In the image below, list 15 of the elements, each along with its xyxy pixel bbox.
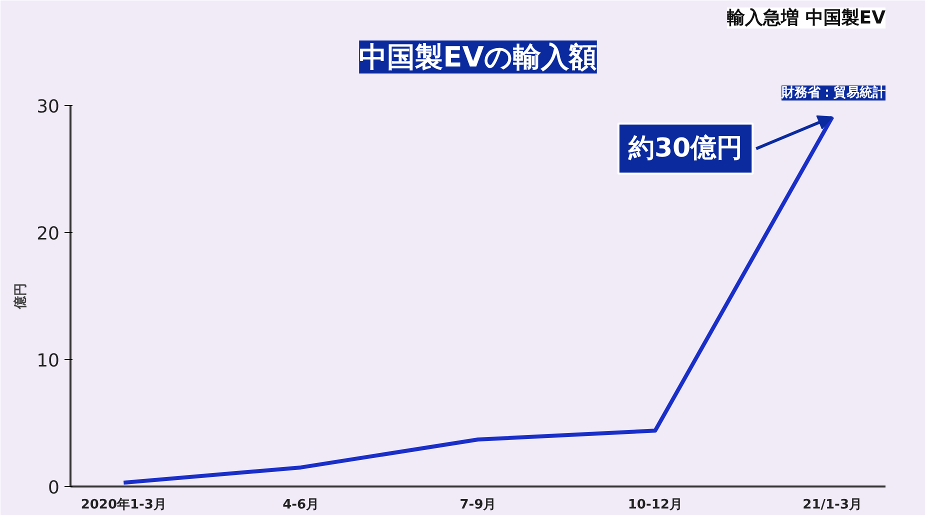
chart-subtitle: 輸入急増 中国製EV (726, 6, 886, 28)
line-series (122, 114, 834, 485)
y-tick-label: 0 (48, 478, 60, 498)
y-tick-label: 10 (36, 350, 60, 372)
x-tick-label: 21/1-3月 (802, 498, 862, 512)
x-tick-label: 4-6月 (282, 498, 320, 512)
x-tick-label: 2020年1-3月 (80, 498, 166, 512)
y-tick-label: 30 (36, 96, 60, 118)
text: 財務省：貿易統計 (780, 84, 886, 100)
x-tick-label: 10-12月 (628, 498, 682, 512)
chart-title: 中国製EVの輸入額 (359, 40, 597, 74)
annotation: 約30億円 (627, 134, 743, 164)
y-axis-title: 億円 (12, 283, 29, 310)
x-tick-label: 7-9月 (460, 498, 496, 512)
y-tick-label: 20 (36, 224, 60, 244)
